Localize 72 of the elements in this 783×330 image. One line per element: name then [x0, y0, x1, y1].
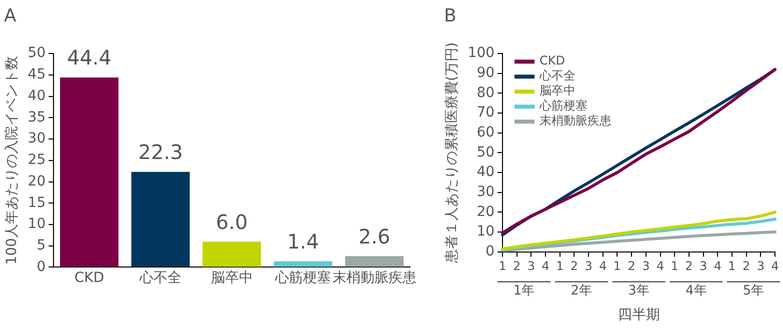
x-tick-label: 1 [613, 259, 622, 274]
y-tick-label: 50 [28, 45, 46, 62]
y-tick-label: 30 [476, 184, 495, 200]
y-tick-label: 50 [476, 144, 495, 160]
y-axis-title: 100人年あたりの入院イベント数 [4, 56, 20, 265]
chart-title: B [444, 5, 456, 26]
x-axis-title: 四半期 [618, 307, 660, 324]
x-tick-label: 末梢動脈疾患 [332, 270, 416, 286]
y-tick-label: 25 [28, 152, 46, 168]
y-tick-label: 10 [476, 224, 495, 240]
legend-label: 心不全 [538, 68, 576, 83]
y-tick-label: 30 [28, 130, 46, 147]
bar [274, 261, 332, 267]
y-tick-label: 20 [28, 173, 46, 190]
y-tick-label: 100 [468, 45, 495, 62]
x-tick-label: 1 [556, 259, 564, 274]
text: 4年 [685, 284, 707, 299]
data-label: 2.6 [358, 224, 390, 248]
bar [131, 172, 190, 267]
data-label: 22.3 [138, 140, 183, 164]
y-tick-label: 45 [28, 66, 46, 83]
bar [345, 256, 404, 267]
x-tick-label: 1 [670, 259, 678, 274]
x-tick-label: 3 [699, 259, 708, 274]
chart-title: A [4, 5, 17, 26]
y-tick-label: 5 [36, 237, 46, 254]
x-tick-label: 4 [656, 259, 664, 274]
x-tick-label: 3 [584, 259, 592, 274]
y-tick-label: 70 [476, 104, 495, 121]
x-tick-label: 2 [513, 259, 521, 274]
x-tick-label: 1 [728, 259, 736, 274]
y-tick-label: 40 [476, 164, 495, 180]
text: 5年 [742, 284, 764, 299]
y-tick-label: 35 [28, 109, 46, 126]
bar [60, 78, 118, 267]
x-tick-label: 2 [570, 259, 578, 274]
text: 1年 [513, 284, 535, 299]
y-tick-label: 40 [28, 88, 46, 104]
text: 2年 [570, 284, 592, 299]
y-tick-label: 0 [486, 243, 495, 260]
x-tick-label: 3 [527, 259, 536, 274]
x-tick-label: CKD [74, 270, 104, 286]
y-tick-label: 15 [28, 194, 46, 211]
data-label: 1.4 [287, 229, 319, 254]
legend-label: 末梢動脈疾患 [540, 114, 612, 128]
x-tick-label: 4 [714, 259, 722, 274]
x-tick-label: 3 [642, 259, 650, 274]
y-tick-label: 90 [476, 65, 495, 82]
x-tick-label: 4 [542, 259, 550, 274]
text: 3年 [628, 284, 650, 299]
bar [202, 242, 262, 267]
x-tick-label: 心筋梗塞 [274, 270, 332, 286]
y-tick-label: 10 [28, 216, 46, 232]
x-tick-label: 1 [498, 259, 506, 274]
legend-label: CKD [540, 54, 566, 68]
y-tick-label: 20 [476, 204, 495, 220]
x-tick-label: 2 [628, 259, 636, 274]
x-tick-label: 4 [599, 259, 607, 274]
x-tick-label: 2 [742, 259, 750, 274]
y-tick-label: 80 [476, 84, 495, 101]
x-tick-label: 2 [685, 259, 693, 274]
x-tick-label: 4 [771, 259, 779, 274]
x-tick-label: 心不全 [138, 270, 182, 286]
y-axis-title: 患者１人あたりの累積医療費(万円) [444, 42, 460, 264]
legend-label: 脳卒中 [540, 84, 576, 98]
y-tick-label: 0 [36, 258, 46, 275]
x-tick-label: 脳卒中 [210, 270, 253, 286]
y-tick-label: 60 [476, 124, 495, 141]
data-label: 44.4 [66, 46, 112, 70]
x-tick-label: 3 [756, 259, 764, 274]
data-label: 6.0 [216, 210, 248, 234]
legend-label: 心筋梗塞 [538, 98, 588, 113]
